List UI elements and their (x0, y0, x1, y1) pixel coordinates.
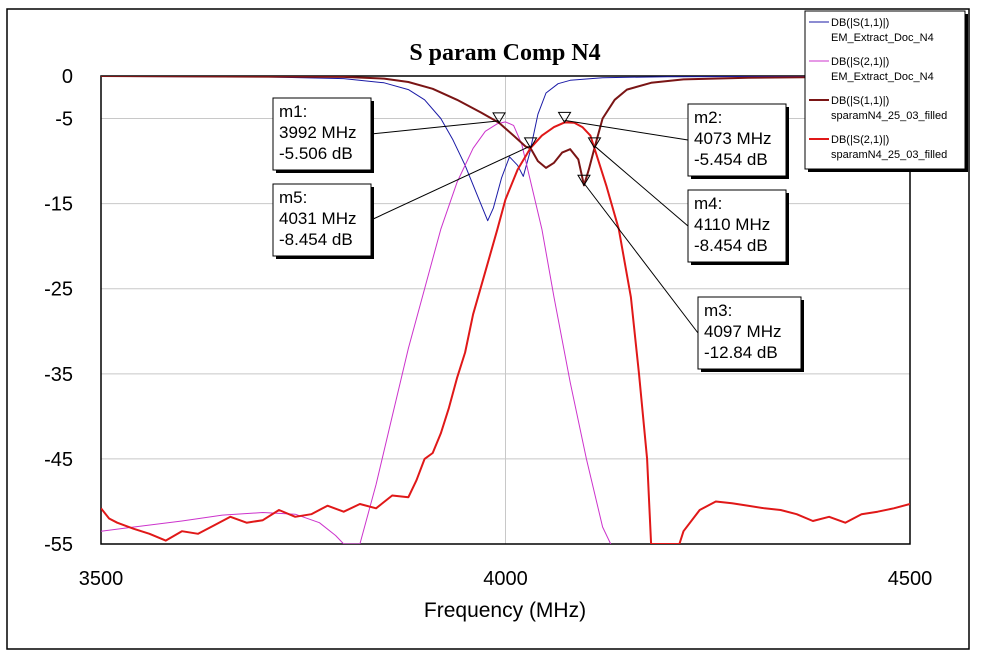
marker-leader-m2 (564, 119, 689, 141)
plot-area (100, 75, 911, 545)
series-line-1 (101, 76, 910, 222)
y-tick-label: -45 (44, 449, 73, 471)
legend-series-source: EM_Extract_Doc_N4 (831, 71, 934, 83)
marker-triangle-m2 (557, 111, 572, 124)
y-tick-label: -5 (55, 109, 73, 131)
marker-freq: 4031 MHz (279, 209, 356, 228)
marker-label: m3: (704, 301, 732, 320)
marker-triangle-m3 (577, 174, 591, 187)
legend-series-name: DB(|S(2,1)|) (831, 56, 889, 68)
marker-label: m1: (279, 102, 307, 121)
x-tick-label: 3500 (79, 568, 124, 590)
marker-leader-m1 (370, 120, 500, 135)
y-tick-label: -25 (44, 279, 73, 301)
legend-series-name: DB(|S(1,1)|) (831, 95, 889, 107)
legend-series-source: sparamN4_25_03_filled (831, 149, 947, 161)
marker-label: m2: (694, 108, 722, 127)
x-axis-ticks: 3500 4000 4500 (79, 568, 933, 590)
y-tick-label: 0 (62, 66, 73, 88)
x-tick-label: 4500 (888, 568, 933, 590)
series-line-4 (101, 121, 910, 544)
marker-box-m3: m3: 4097 MHz -12.84 dB (697, 296, 804, 372)
marker-triangle-m1 (492, 112, 506, 124)
marker-triangle-m5 (523, 137, 538, 149)
legend-series-name: DB(|S(1,1)|) (831, 17, 889, 29)
series-layer (101, 76, 910, 544)
y-tick-label: -35 (44, 364, 73, 386)
marker-boxes: m1: 3992 MHz -5.506 dB m2: 4073 MHz -5.454 dB… (272, 97, 804, 372)
marker-val: -12.84 dB (704, 343, 778, 362)
legend-series-source: EM_Extract_Doc_N4 (831, 32, 934, 44)
marker-val: -8.454 dB (279, 230, 353, 249)
marker-box-m2: m2: 4073 MHz -5.454 dB (687, 103, 789, 179)
marker-freq: 4097 MHz (704, 322, 781, 341)
marker-label: m4: (694, 194, 722, 213)
marker-symbols (492, 111, 602, 187)
marker-box-body (272, 183, 372, 257)
y-axis-ticks: 0 -5 -15 -25 -35 -45 -55 (44, 66, 73, 556)
y-tick-label: -55 (44, 534, 73, 556)
marker-box-m5: m5: 4031 MHz -8.454 dB (272, 183, 374, 259)
legend-series-source: sparamN4_25_03_filled (831, 110, 947, 122)
marker-leader-m4 (594, 145, 689, 227)
x-axis-label: Frequency (MHz) (424, 599, 586, 622)
x-tick-label: 4000 (483, 568, 528, 590)
marker-leader-m3 (583, 182, 699, 334)
marker-freq: 4073 MHz (694, 129, 771, 148)
marker-leaders (370, 119, 699, 334)
marker-box-body (697, 296, 802, 370)
y-tick-label: -15 (44, 194, 73, 216)
series-line-2 (101, 121, 612, 544)
legend: DB(|S(1,1)|) EM_Extract_Doc_N4 DB(|S(2,1)|… (804, 10, 968, 172)
marker-box-body (687, 103, 787, 177)
marker-box-body (687, 189, 787, 263)
marker-freq: 4110 MHz (694, 215, 770, 234)
marker-val: -8.454 dB (694, 236, 768, 255)
marker-box-body (272, 97, 372, 171)
marker-val: -5.454 dB (694, 150, 768, 169)
series-line-3 (101, 76, 910, 187)
chart-title: S param Comp N4 (409, 40, 600, 66)
marker-label: m5: (279, 188, 307, 207)
marker-leader-m5 (370, 145, 531, 221)
marker-val: -5.506 dB (279, 144, 353, 163)
marker-box-m4: m4: 4110 MHz -8.454 dB (687, 189, 789, 265)
marker-triangle-m4 (587, 137, 602, 149)
legend-series-name: DB(|S(2,1)|) (831, 134, 889, 146)
legend-box (804, 10, 966, 170)
marker-box-m1: m1: 3992 MHz -5.506 dB (272, 97, 374, 173)
marker-freq: 3992 MHz (279, 123, 356, 142)
